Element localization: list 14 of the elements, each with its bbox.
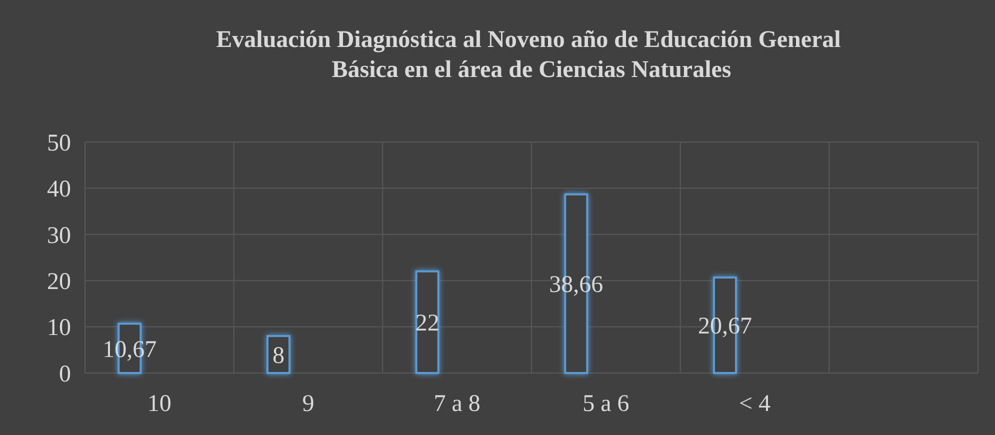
y-tick-label: 50 bbox=[47, 130, 71, 156]
y-tick-label: 30 bbox=[47, 222, 71, 249]
x-tick-label: 7 a 8 bbox=[434, 391, 480, 417]
chart-title: Evaluación Diagnóstica al Noveno año de Educación General Básica en el área de Ciencias Naturales bbox=[216, 27, 847, 83]
bar bbox=[266, 335, 290, 374]
y-tick-label: 40 bbox=[47, 176, 71, 203]
y-tick-label: 20 bbox=[47, 269, 71, 295]
data-label: 8 bbox=[272, 342, 284, 369]
x-tick-label: 10 bbox=[147, 391, 172, 417]
x-tick-label: 5 a 6 bbox=[582, 391, 630, 417]
y-tick-label: 0 bbox=[59, 361, 71, 388]
x-tick-label: 9 bbox=[302, 391, 314, 417]
y-tick-label: 10 bbox=[47, 315, 71, 342]
x-tick-label: < 4 bbox=[738, 391, 771, 417]
